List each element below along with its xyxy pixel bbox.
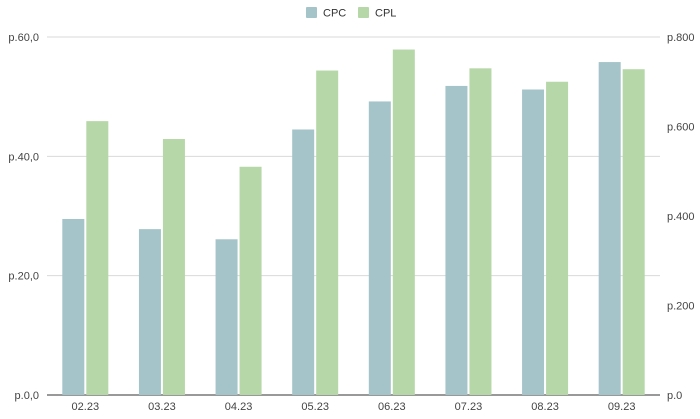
bars (62, 49, 645, 396)
bar-cpc-03-23 (138, 229, 161, 395)
right-axis-tick-label: р.600 (667, 122, 695, 134)
legend-label-cpc: CPC (323, 8, 346, 20)
bar-cpc-06-23 (368, 101, 391, 395)
right-axis-tick-labels: р.0 р.200 р.400 р.600 р.800 (667, 32, 695, 402)
bar-cpl-05-23 (316, 70, 339, 395)
bar-cpl-06-23 (392, 49, 415, 395)
x-axis-tick-label: 07.23 (455, 401, 483, 413)
left-axis-tick-label: р.0,0 (15, 390, 39, 402)
left-axis-tick-labels: р.0,0 р.20,0 р.40,0 р.60,0 (8, 32, 39, 402)
bar-cpl-09-23 (622, 69, 645, 395)
left-axis-tick-label: р.40,0 (8, 151, 39, 163)
right-axis-tick-label: р.400 (667, 211, 695, 223)
bar-cpc-08-23 (522, 89, 545, 396)
right-axis-tick-label: р.200 (667, 301, 695, 313)
x-axis-tick-label: 05.23 (301, 401, 329, 413)
legend-swatch-cpl (358, 7, 369, 18)
bar-cpl-08-23 (546, 81, 569, 395)
x-axis-tick-label: 03.23 (148, 401, 176, 413)
legend-label-cpl: CPL (375, 8, 396, 20)
x-axis-tick-label: 09.23 (608, 401, 636, 413)
x-axis-tick-label: 08.23 (531, 401, 559, 413)
x-axis-tick-label: 04.23 (225, 401, 253, 413)
right-axis-tick-label: р.0 (667, 390, 682, 402)
x-axis-tick-label: 02.23 (72, 401, 100, 413)
x-axis-tick-labels: 02.23 03.23 04.23 05.23 06.23 07.23 08.23 09.23 (72, 401, 636, 413)
bar-cpc-04-23 (215, 239, 238, 395)
x-axis-tick-label: 06.23 (378, 401, 406, 413)
bar-cpl-04-23 (239, 166, 262, 395)
bar-cpc-07-23 (445, 85, 468, 395)
bar-cpc-02-23 (62, 218, 85, 395)
left-axis-tick-label: р.60,0 (8, 32, 39, 44)
chart-legend: CPC CPL (306, 7, 396, 20)
bar-cpl-07-23 (469, 68, 492, 395)
left-axis-tick-label: р.20,0 (8, 271, 39, 283)
bar-cpc-05-23 (292, 129, 315, 395)
bar-cpc-09-23 (598, 62, 621, 396)
bar-cpl-02-23 (86, 121, 109, 395)
legend-swatch-cpc (306, 7, 317, 18)
right-axis-tick-label: р.800 (667, 32, 695, 44)
bar-cpl-03-23 (162, 139, 185, 395)
